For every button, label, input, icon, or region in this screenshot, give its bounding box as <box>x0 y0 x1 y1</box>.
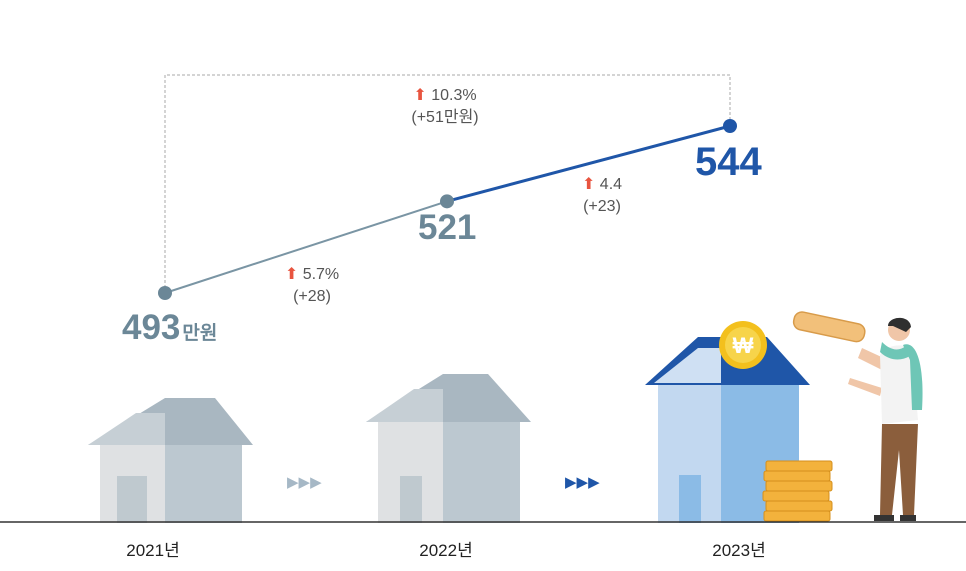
point-2023 <box>723 119 737 133</box>
line-segment-2021-2022 <box>164 200 448 294</box>
point-2021 <box>158 286 172 300</box>
house-2021 <box>88 398 253 523</box>
person-holding-coins-illustration <box>792 311 923 521</box>
step-arrows-2: ▶▶▶ <box>565 474 600 491</box>
total-change-annotation: ⬆ 10.3% (+51만원) <box>411 87 479 126</box>
won-coin-symbol: ₩ <box>733 333 754 358</box>
coin-roll-icon <box>792 311 866 343</box>
x-tick-label: 2022년 <box>419 541 473 560</box>
value-label-2022: 521 <box>418 208 477 247</box>
up-arrow-icon: ⬆ <box>413 87 427 104</box>
value-label-2023: 544 <box>695 140 762 184</box>
step-arrows-1: ▶▶▶ <box>287 474 322 491</box>
point-2022 <box>440 194 454 209</box>
coin-stack-icon <box>762 460 833 522</box>
house-2022 <box>366 374 531 523</box>
up-arrow-icon: ⬆ <box>284 266 299 283</box>
change-annotation-1: ⬆ 5.7% (+28) <box>284 266 340 305</box>
line-segment-2022-2023 <box>446 124 731 203</box>
x-tick-label: 2021년 <box>126 541 180 560</box>
total-change-bracket <box>164 74 731 293</box>
won-coin-icon: ₩ <box>719 321 767 369</box>
change-annotation-2: ⬆ 4.4 (+23) <box>581 176 623 215</box>
house-2023: ₩ <box>645 321 810 523</box>
value-label-2021: 493 만원 <box>122 308 218 347</box>
up-arrow-icon: ⬆ <box>581 176 596 193</box>
x-tick-label: 2023년 <box>712 541 766 560</box>
